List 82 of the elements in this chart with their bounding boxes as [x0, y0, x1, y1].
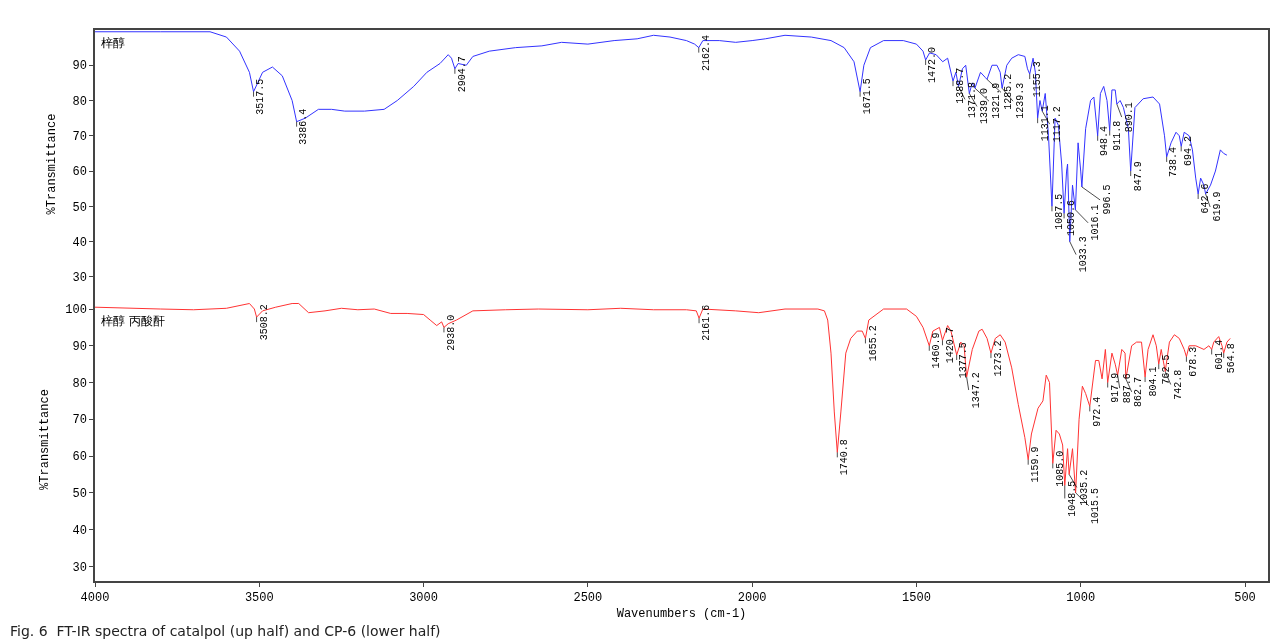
annotation: 694.2	[1183, 136, 1195, 167]
annotation: 1015.5	[1090, 488, 1102, 525]
annotation: 1048.5	[1066, 480, 1078, 517]
y-tick-label: 70	[72, 413, 87, 428]
annotation: 738.4	[1168, 147, 1180, 178]
annotation: 1671.5	[861, 78, 873, 115]
annotation: 742.8	[1172, 369, 1184, 400]
annotation: 2938.0	[446, 314, 458, 351]
y-tick-label: 60	[72, 450, 87, 465]
annotation: 1085.0	[1054, 450, 1066, 487]
x-tick-label: 3000	[409, 591, 438, 606]
annotation: 862.7	[1133, 377, 1145, 408]
y-tick-label: 90	[72, 339, 87, 354]
annotation: 890.1	[1124, 102, 1136, 133]
annotation: 1420.7	[944, 327, 956, 364]
annotation: 804.1	[1147, 366, 1159, 397]
y-tick-label: 30	[72, 560, 87, 575]
annotation: 996.5	[1101, 184, 1113, 215]
annotation: 619.9	[1211, 191, 1223, 222]
annotation: 1159.9	[1029, 446, 1041, 483]
annotation: 1016.1	[1089, 204, 1101, 241]
annotation: 1285.2	[1003, 73, 1015, 110]
y-axis-title: %Transmittance	[45, 113, 60, 215]
x-tick-label: 3500	[244, 591, 274, 606]
annotation: 2161.6	[701, 304, 713, 341]
annotation: 1460.9	[931, 332, 942, 369]
annotation: 911.8	[1111, 120, 1123, 151]
annotation: 1239.3	[1015, 82, 1027, 119]
x-tick-label: 500	[1234, 591, 1256, 606]
y-tick-label: 60	[72, 165, 87, 180]
annotation: 1371.8	[967, 81, 979, 118]
annotation: 3517.5	[255, 78, 267, 115]
annotation: 梓醇	[101, 36, 125, 50]
annotation: 1131.1	[1039, 105, 1051, 142]
x-axis-title: Wavenumbers (cm-1)	[616, 606, 747, 621]
annotation: 2904.7	[456, 56, 468, 93]
x-tick-label: 1500	[902, 591, 931, 606]
annotation: 1273.2	[993, 340, 1005, 377]
annotation: 847.9	[1133, 161, 1145, 192]
y-tick-label: 30	[72, 271, 87, 286]
y-tick-label: 100	[65, 303, 87, 318]
annotation: 887.6	[1122, 373, 1134, 404]
y-tick-label: 80	[72, 376, 87, 391]
y-axis-title: %Transmittance	[38, 389, 53, 490]
annotation: 762.5	[1161, 354, 1173, 385]
caption: Fig. 6 FT-IR spectra of catalpol (up half) and CP-6 (lower half)	[10, 623, 441, 639]
annotation: 1377.5	[958, 342, 970, 379]
annotation: 601.4	[1213, 339, 1225, 370]
annotation: 1155.3	[1032, 61, 1044, 98]
annotation: 1388.7	[955, 67, 967, 104]
annotation: 1087.5	[1054, 193, 1066, 230]
annotation: 1347.2	[971, 372, 983, 409]
annotation: 1655.2	[867, 325, 879, 362]
y-tick-label: 40	[72, 235, 87, 250]
y-tick-label: 50	[72, 486, 87, 501]
annotation: 1050.6	[1066, 199, 1078, 236]
annotation: 948.4	[1099, 125, 1111, 156]
annotation: 1740.8	[839, 439, 851, 476]
x-tick-label: 4000	[80, 591, 110, 606]
annotation: 917.9	[1109, 372, 1121, 403]
annotation: 2162.4	[700, 34, 712, 71]
y-tick-label: 80	[72, 94, 87, 109]
annotation: 678.3	[1188, 346, 1200, 377]
x-tick-label: 2500	[573, 591, 603, 606]
y-tick-label: 90	[72, 59, 87, 74]
y-tick-label: 50	[72, 200, 87, 215]
y-tick-label: 70	[72, 129, 87, 144]
annotation: 梓醇 丙酸酐	[101, 314, 165, 328]
annotation: 1321.9	[991, 82, 1003, 119]
annotation: 1033.3	[1078, 236, 1090, 273]
annotation: 972.4	[1091, 396, 1103, 427]
annotation: 3508.2	[258, 304, 270, 341]
annotation: 564.8	[1226, 343, 1238, 374]
annotation: 642.6	[1199, 183, 1211, 214]
annotation: 1339.0	[979, 87, 991, 124]
annotation: 1472.0	[927, 47, 939, 84]
annotation: 1117.2	[1052, 106, 1064, 143]
y-tick-label: 40	[72, 523, 87, 538]
x-tick-label: 1000	[1066, 591, 1096, 606]
annotation: 3386.4	[298, 108, 310, 145]
x-tick-label: 2000	[737, 591, 767, 606]
annotation: 1035.2	[1078, 469, 1090, 506]
